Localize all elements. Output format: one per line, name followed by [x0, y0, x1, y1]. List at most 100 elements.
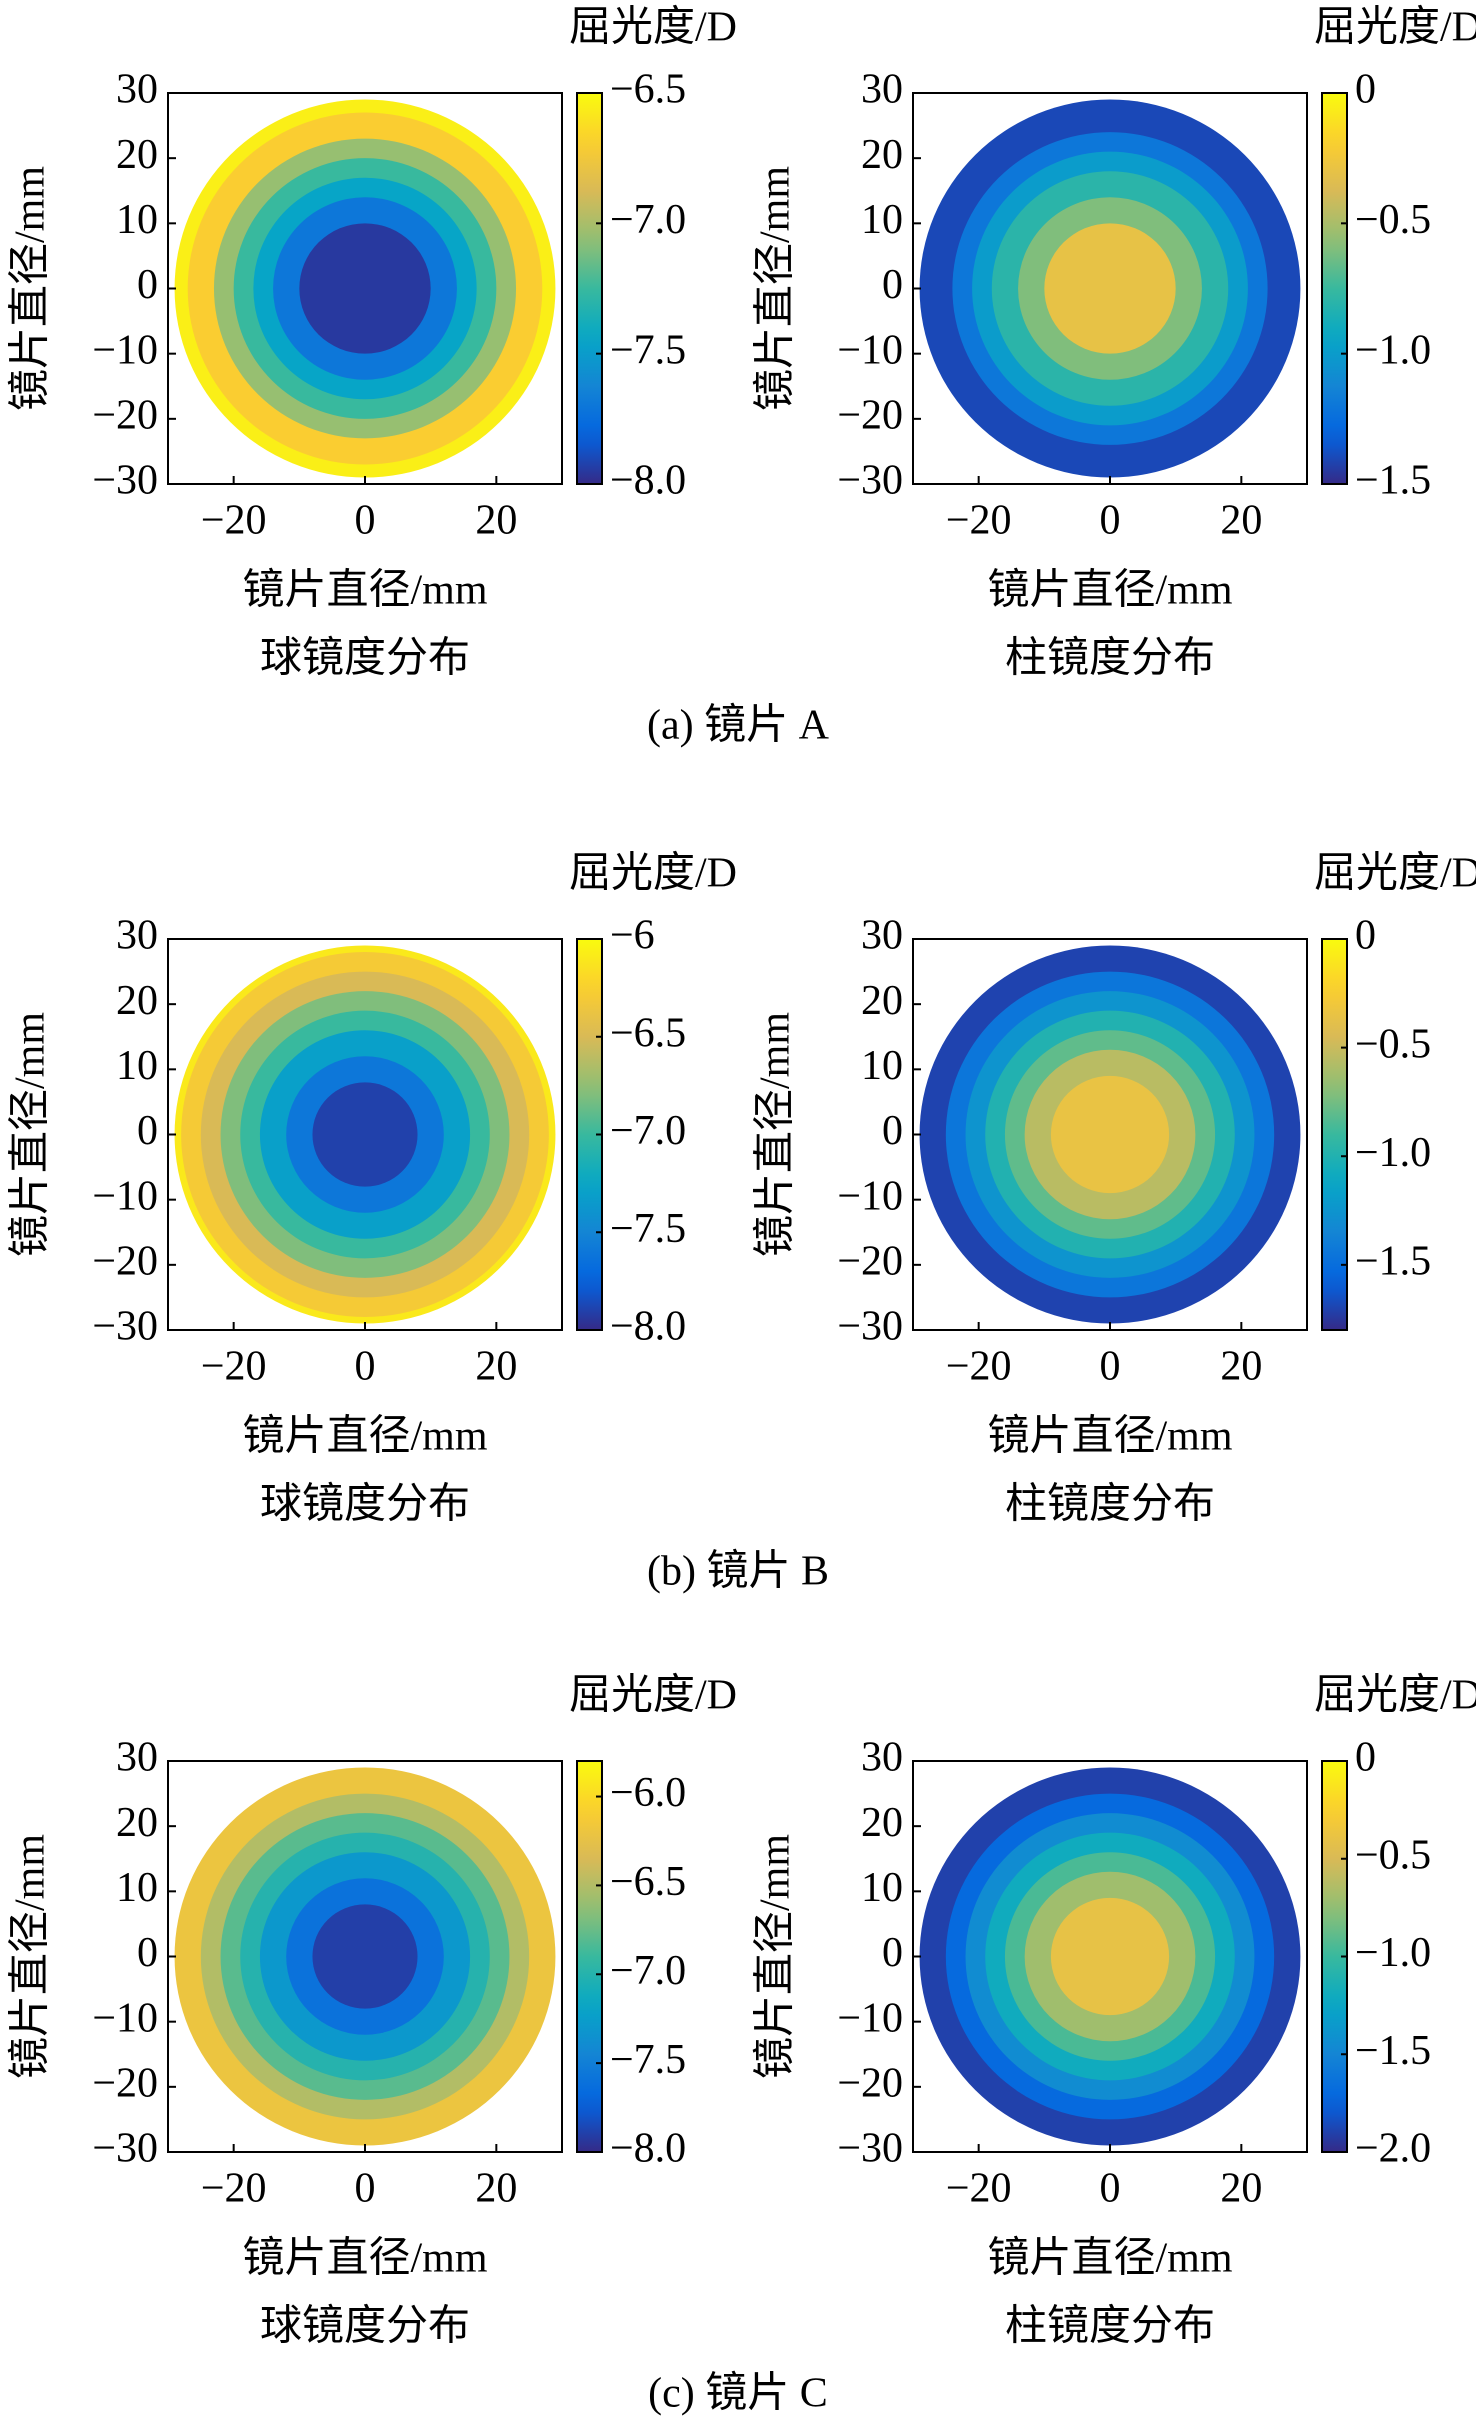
colorbar-tick-label: −6.5	[610, 1859, 686, 1905]
y-axis-label: 镜片直径/mm	[752, 1834, 799, 2079]
y-tick-label: 20	[861, 978, 903, 1024]
contour-band	[1050, 1075, 1170, 1194]
y-tick-label: −30	[837, 458, 903, 504]
contour-band	[1050, 1897, 1170, 2016]
x-axis-label: 镜片直径/mm	[987, 2235, 1232, 2282]
y-tick-label: 30	[116, 913, 158, 959]
y-tick-label: 10	[861, 1865, 903, 1911]
x-axis-label: 镜片直径/mm	[242, 2235, 487, 2282]
colorbar	[1321, 92, 1348, 485]
y-axis-label: 镜片直径/mm	[752, 1012, 799, 1257]
y-axis-label: 镜片直径/mm	[752, 166, 799, 411]
y-axis-label: 镜片直径/mm	[7, 166, 54, 411]
subplot-title: 柱镜度分布	[1005, 2303, 1215, 2350]
y-tick-label: −20	[837, 392, 903, 438]
x-tick-label: 0	[355, 1344, 376, 1390]
y-axis-label: 镜片直径/mm	[7, 1834, 54, 2079]
x-tick-label: 20	[1220, 498, 1262, 544]
x-tick-label: −20	[946, 498, 1012, 544]
y-tick-label: 20	[116, 978, 158, 1024]
y-tick-label: −20	[92, 1238, 158, 1284]
y-tick-label: 10	[116, 1865, 158, 1911]
x-tick-label: 20	[475, 498, 517, 544]
colorbar-label: 屈光度/D	[569, 5, 737, 51]
colorbar-tick-label: −1.5	[1355, 2028, 1431, 2074]
panel-caption: (b) 镜片 B	[647, 1548, 829, 1595]
x-axis-label: 镜片直径/mm	[987, 1413, 1232, 1460]
colorbar-tick-label: −6.5	[610, 1010, 686, 1056]
y-tick-label: −30	[92, 458, 158, 504]
panel-caption: (c) 镜片 C	[648, 2370, 828, 2417]
y-tick-label: 30	[116, 1735, 158, 1781]
colorbar-tick-label: −8.0	[610, 1304, 686, 1350]
colorbar-tick-label: −1.0	[1355, 1130, 1431, 1176]
colorbar	[576, 1760, 603, 2153]
colorbar-tick-label: −7.5	[610, 2037, 686, 2083]
y-tick-label: 10	[116, 197, 158, 243]
y-tick-label: 30	[116, 67, 158, 113]
x-tick-label: −20	[201, 2166, 267, 2212]
x-axis-label: 镜片直径/mm	[242, 567, 487, 614]
y-tick-label: −20	[92, 392, 158, 438]
y-tick-label: 0	[137, 1930, 158, 1976]
x-tick-label: −20	[946, 2166, 1012, 2212]
x-tick-label: −20	[946, 1344, 1012, 1390]
x-tick-label: 0	[1100, 2166, 1121, 2212]
x-tick-label: 0	[355, 2166, 376, 2212]
colorbar	[1321, 938, 1348, 1331]
x-tick-label: 20	[1220, 1344, 1262, 1390]
y-tick-label: 10	[116, 1043, 158, 1089]
subplot-title: 球镜度分布	[260, 635, 470, 682]
y-tick-label: 30	[861, 1735, 903, 1781]
y-tick-label: −10	[837, 327, 903, 373]
colorbar-label: 屈光度/D	[569, 851, 737, 897]
y-tick-label: −30	[837, 1304, 903, 1350]
colorbar-label: 屈光度/D	[569, 1673, 737, 1719]
x-tick-label: 20	[1220, 2166, 1262, 2212]
y-tick-label: 10	[861, 197, 903, 243]
y-tick-label: −10	[92, 1995, 158, 2041]
colorbar-tick-label: −8.0	[610, 458, 686, 504]
colorbar-tick-label: −1.0	[1355, 1930, 1431, 1976]
colorbar-tick-label: 0	[1355, 67, 1376, 113]
y-axis-label: 镜片直径/mm	[7, 1012, 54, 1257]
y-tick-label: −10	[837, 1173, 903, 1219]
colorbar-tick-label: −7.5	[610, 327, 686, 373]
subplot-title: 柱镜度分布	[1005, 635, 1215, 682]
colorbar-label: 屈光度/D	[1314, 5, 1476, 51]
y-tick-label: −10	[92, 327, 158, 373]
y-tick-label: 0	[137, 1108, 158, 1154]
y-tick-label: 30	[861, 913, 903, 959]
y-tick-label: 0	[882, 1930, 903, 1976]
subplot-title: 柱镜度分布	[1005, 1481, 1215, 1528]
contour-band	[299, 223, 431, 354]
colorbar-tick-label: −7.5	[610, 1206, 686, 1252]
colorbar-tick-label: −7.0	[610, 197, 686, 243]
colorbar-tick-label: −2.0	[1355, 2126, 1431, 2172]
y-tick-label: −10	[837, 1995, 903, 2041]
contour-band	[1044, 223, 1176, 354]
y-tick-label: 0	[137, 262, 158, 308]
y-tick-label: 20	[861, 132, 903, 178]
colorbar-tick-label: 0	[1355, 1735, 1376, 1781]
y-tick-label: −30	[837, 2126, 903, 2172]
colorbar-tick-label: −1.5	[1355, 1238, 1431, 1284]
x-tick-label: 20	[475, 1344, 517, 1390]
colorbar-tick-label: −0.5	[1355, 1832, 1431, 1878]
colorbar-tick-label: −0.5	[1355, 197, 1431, 243]
y-tick-label: −20	[837, 2060, 903, 2106]
y-tick-label: −10	[92, 1173, 158, 1219]
y-tick-label: −30	[92, 2126, 158, 2172]
y-tick-label: 20	[116, 132, 158, 178]
subplot-title: 球镜度分布	[260, 1481, 470, 1528]
y-tick-label: 20	[861, 1800, 903, 1846]
y-tick-label: 20	[116, 1800, 158, 1846]
y-tick-label: −30	[92, 1304, 158, 1350]
x-tick-label: 0	[1100, 498, 1121, 544]
colorbar-label: 屈光度/D	[1314, 851, 1476, 897]
colorbar-tick-label: −6.5	[610, 67, 686, 113]
panel-caption: (a) 镜片 A	[647, 702, 830, 749]
y-tick-label: 0	[882, 262, 903, 308]
x-tick-label: 0	[355, 498, 376, 544]
